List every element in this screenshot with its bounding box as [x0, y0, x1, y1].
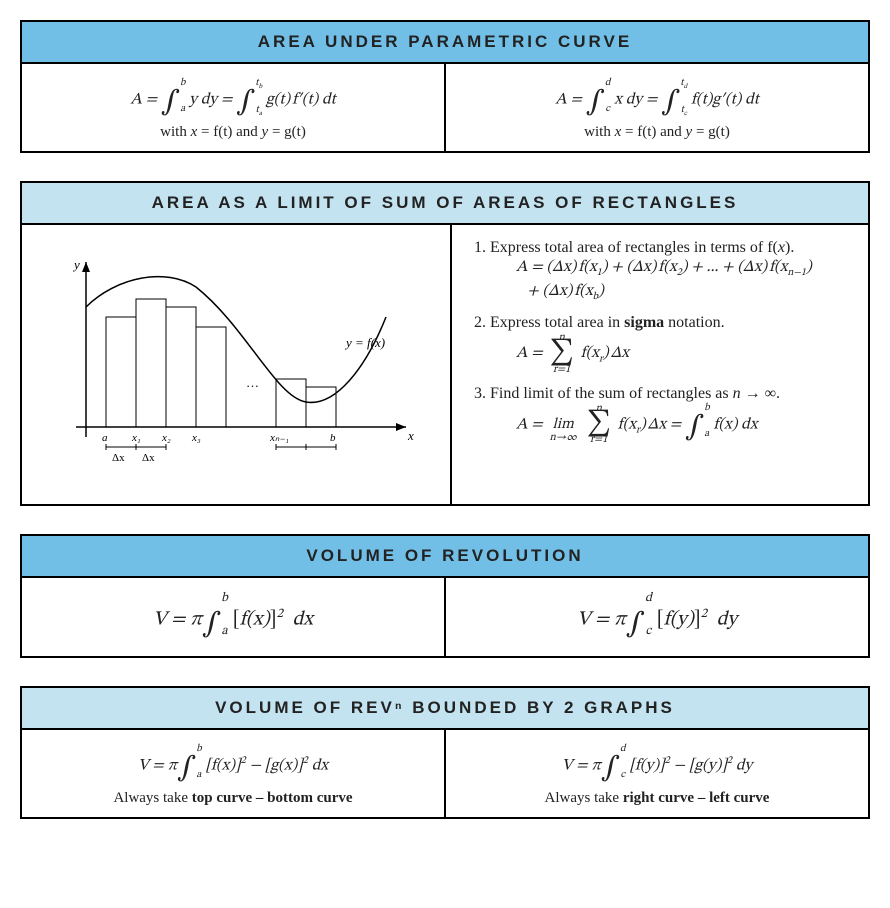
- panel-header: VOLUME OF REVOLUTION: [22, 536, 868, 578]
- panel-row: A = ∫ba y dy = ∫tbta g(t) f′(t) dt with …: [22, 64, 868, 151]
- panel-row: y x … y = f(x) a x₁ x₂: [22, 225, 868, 504]
- riemann-diagram: y x … y = f(x) a x₁ x₂: [34, 235, 438, 494]
- step-formula: A = (Δx) f(x1) + (Δx) f(x2) + ... + (Δx)…: [516, 257, 856, 303]
- panel-riemann: AREA AS A LIMIT OF SUM OF AREAS OF RECTA…: [20, 181, 870, 506]
- step-item: Express total area in sigma notation. A …: [490, 314, 856, 375]
- svg-text:Δx: Δx: [112, 452, 125, 464]
- formula-cell: A = ∫ba y dy = ∫tbta g(t) f′(t) dt with …: [22, 64, 444, 151]
- svg-text:x₂: x₂: [161, 432, 171, 444]
- steps-cell: Express total area of rectangles in term…: [450, 225, 868, 504]
- formula: V = π∫dc [f(y)]2 − [g(y)]2 dy: [458, 744, 856, 786]
- formula-caption: with x = f(t) and y = g(t): [34, 124, 432, 141]
- formula-cell: V = π∫dc [f(y)]2 dy: [444, 578, 868, 656]
- formula: A = ∫dc x dy = ∫tdtc f(t)g′(t) dt: [458, 78, 856, 120]
- formula: V = π∫ba [f(x)]2 − [g(x)]2 dx: [34, 744, 432, 786]
- formula-cell: V = π∫dc [f(y)]2 − [g(y)]2 dy Always tak…: [444, 730, 868, 817]
- panel-header: AREA AS A LIMIT OF SUM OF AREAS OF RECTA…: [22, 183, 868, 225]
- panel-row: V = π∫ba [f(x)]2 − [g(x)]2 dx Always tak…: [22, 730, 868, 817]
- formula-cell: A = ∫dc x dy = ∫tdtc f(t)g′(t) dt with x…: [444, 64, 868, 151]
- svg-text:x₃: x₃: [191, 432, 201, 444]
- panel-header: AREA UNDER PARAMETRIC CURVE: [22, 22, 868, 64]
- chart-cell: y x … y = f(x) a x₁ x₂: [22, 225, 450, 504]
- steps-list: Express total area of rectangles in term…: [464, 239, 856, 445]
- formula: V = π∫dc [f(y)]2 dy: [458, 592, 856, 642]
- svg-text:…: …: [246, 375, 259, 390]
- panel-header: VOLUME OF REVⁿ BOUNDED BY 2 GRAPHS: [22, 688, 868, 730]
- svg-text:a: a: [102, 432, 108, 444]
- formula: V = π∫ba [f(x)]2 dx: [34, 592, 432, 642]
- panel-row: V = π∫ba [f(x)]2 dx V = π∫dc [f(y)]2 dy: [22, 578, 868, 656]
- svg-text:y: y: [72, 257, 80, 272]
- svg-text:x₁: x₁: [131, 432, 141, 444]
- svg-text:x: x: [407, 428, 414, 443]
- formula-caption: Always take top curve – bottom curve: [34, 790, 432, 807]
- formula-caption: with x = f(t) and y = g(t): [458, 124, 856, 141]
- step-formula: A = n∑r=1 f(xr) Δx: [516, 332, 856, 375]
- svg-text:Δx: Δx: [142, 452, 155, 464]
- panel-volume-two-graphs: VOLUME OF REVⁿ BOUNDED BY 2 GRAPHS V = π…: [20, 686, 870, 819]
- step-item: Find limit of the sum of rectangles as n…: [490, 385, 856, 446]
- formula-cell: V = π∫ba [f(x)]2 dx: [22, 578, 444, 656]
- svg-text:xₙ₋₁: xₙ₋₁: [269, 432, 289, 444]
- svg-text:y = f(x): y = f(x): [344, 335, 385, 350]
- step-text: Express total area of rectangles in term…: [490, 239, 794, 256]
- formula-caption: Always take right curve – left curve: [458, 790, 856, 807]
- formula-cell: V = π∫ba [f(x)]2 − [g(x)]2 dx Always tak…: [22, 730, 444, 817]
- step-formula: A = limn→∞ n∑r=1 f(xr) Δx = ∫ba f(x) dx: [516, 403, 856, 446]
- step-text: Express total area in sigma notation.: [490, 314, 725, 331]
- panel-parametric: AREA UNDER PARAMETRIC CURVE A = ∫ba y dy…: [20, 20, 870, 153]
- panel-volume-revolution: VOLUME OF REVOLUTION V = π∫ba [f(x)]2 dx…: [20, 534, 870, 658]
- step-text: Find limit of the sum of rectangles as n…: [490, 385, 780, 402]
- svg-text:b: b: [330, 432, 336, 444]
- formula: A = ∫ba y dy = ∫tbta g(t) f′(t) dt: [34, 78, 432, 120]
- step-item: Express total area of rectangles in term…: [490, 239, 856, 303]
